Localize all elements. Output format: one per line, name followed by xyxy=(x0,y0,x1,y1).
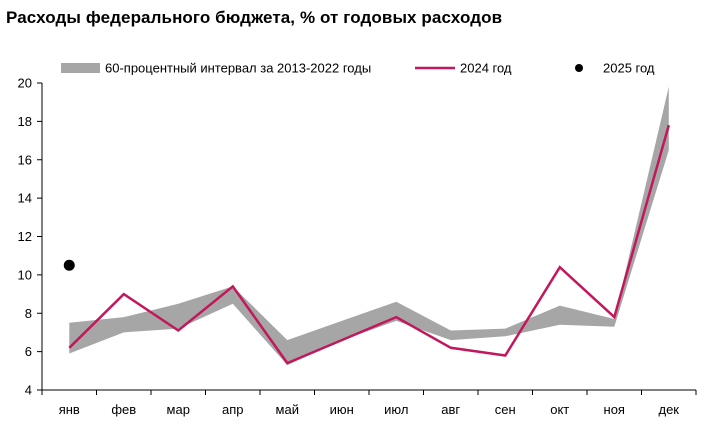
x-tick-label: окт xyxy=(550,402,569,417)
y-tick-label: 20 xyxy=(18,76,32,91)
x-tick-label: фев xyxy=(111,402,136,417)
x-tick-label: дек xyxy=(658,402,679,417)
x-tick-label: сен xyxy=(495,402,516,417)
x-tick-label: июл xyxy=(384,402,408,417)
legend-swatch-2025 xyxy=(575,64,583,72)
y-tick-label: 4 xyxy=(25,383,32,398)
x-tick-label: янв xyxy=(59,402,80,417)
x-tick-label: ноя xyxy=(604,402,625,417)
series-line-2024 xyxy=(68,124,671,365)
x-tick-label: мар xyxy=(167,402,190,417)
x-tick-label: июн xyxy=(330,402,354,417)
y-tick-label: 16 xyxy=(18,152,32,167)
legend-label-2025: 2025 год xyxy=(603,61,655,76)
legend-label-2024: 2024 год xyxy=(460,61,512,76)
point-2025 xyxy=(63,259,75,271)
chart-title: Расходы федерального бюджета, % от годов… xyxy=(6,8,503,27)
y-tick-label: 6 xyxy=(25,344,32,359)
y-tick-label: 12 xyxy=(18,229,32,244)
y-tick-label: 14 xyxy=(18,191,32,206)
y-tick-label: 10 xyxy=(18,267,32,282)
legend-label-interval: 60-процентный интервал за 2013-2022 годы xyxy=(105,61,371,76)
x-tick-label: апр xyxy=(222,402,244,417)
x-tick-label: май xyxy=(276,402,299,417)
y-tick-label: 8 xyxy=(25,306,32,321)
x-tick-label: авг xyxy=(441,402,460,417)
interval-band xyxy=(69,86,669,366)
legend-swatch-interval xyxy=(61,63,100,73)
y-tick-label: 18 xyxy=(18,114,32,129)
